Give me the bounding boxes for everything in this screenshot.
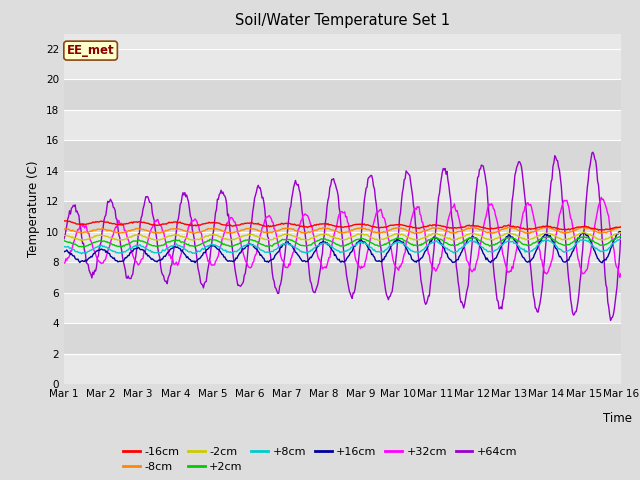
Bar: [64, 201, 621, 232]
Y-axis label: Temperature (C): Temperature (C): [28, 160, 40, 257]
Bar: [64, 140, 621, 171]
Bar: [64, 232, 621, 262]
Bar: [64, 262, 621, 293]
Bar: [64, 49, 621, 79]
Bar: [64, 110, 621, 140]
Bar: [64, 354, 621, 384]
Bar: [64, 293, 621, 323]
X-axis label: Time: Time: [603, 412, 632, 425]
Title: Soil/Water Temperature Set 1: Soil/Water Temperature Set 1: [235, 13, 450, 28]
Bar: [64, 171, 621, 201]
Text: EE_met: EE_met: [67, 44, 115, 57]
Bar: [64, 323, 621, 354]
Bar: [64, 79, 621, 110]
Legend: -16cm, -8cm, -2cm, +2cm, +8cm, +16cm, +32cm, +64cm: -16cm, -8cm, -2cm, +2cm, +8cm, +16cm, +3…: [118, 442, 522, 477]
